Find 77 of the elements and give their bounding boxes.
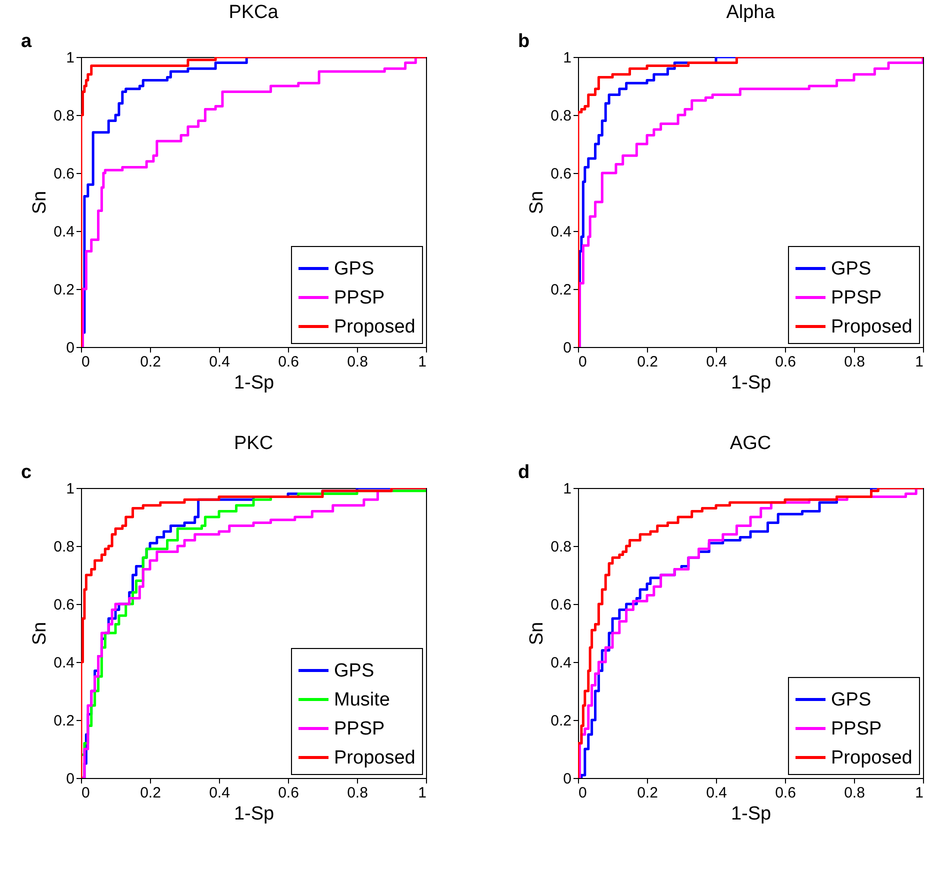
y-tick-label: 0 — [563, 340, 572, 356]
x-tick-label: 0.2 — [140, 354, 161, 370]
y-tick-label: 0.2 — [54, 712, 74, 730]
y-axis-title: Sn — [526, 190, 548, 214]
x-tick-label: 0 — [82, 784, 90, 802]
legend-label: Musite — [334, 690, 390, 710]
x-axis-title: 1-Sp — [234, 372, 274, 394]
x-tick-label: 0 — [578, 784, 587, 802]
x-tick-label: 0.6 — [278, 784, 299, 802]
y-tick-label: 0.2 — [550, 712, 572, 730]
y-tick-label: 0.6 — [54, 596, 74, 614]
legend-label: GPS — [334, 258, 374, 280]
y-tick-label: 0.8 — [550, 108, 572, 124]
x-tick-label: 0.4 — [209, 354, 230, 370]
y-axis-title: Sn — [30, 622, 51, 646]
x-tick-label: 0.6 — [775, 354, 796, 370]
x-tick-label: 0 — [578, 354, 587, 370]
chart-title: AGC — [730, 433, 772, 454]
y-tick-label: 1 — [66, 50, 74, 66]
legend-label: GPS — [831, 258, 872, 280]
y-tick-label: 0.6 — [550, 166, 572, 182]
legend-label: GPS — [334, 660, 374, 682]
text: a — [21, 31, 32, 52]
x-axis-title: 1-Sp — [234, 804, 274, 824]
y-tick-label: 0.8 — [54, 538, 74, 556]
y-tick-label: 0.4 — [550, 224, 572, 240]
y-tick-label: 1 — [563, 50, 572, 66]
x-axis-title: 1-Sp — [730, 804, 772, 824]
x-tick-label: 0.4 — [706, 354, 727, 370]
y-tick-label: 0.4 — [54, 654, 74, 672]
text: b — [518, 31, 530, 52]
y-tick-label: 0.6 — [54, 166, 74, 182]
y-tick-label: 1 — [66, 480, 74, 498]
y-tick-label: 1 — [563, 480, 572, 498]
legend-label: GPS — [831, 690, 872, 710]
chart-title: PKC — [234, 433, 274, 454]
x-tick-label: 0.6 — [775, 784, 796, 802]
x-tick-label: 0.8 — [347, 784, 368, 802]
x-tick-label: 0 — [82, 354, 90, 370]
x-tick-label: 0.2 — [637, 784, 658, 802]
legend-label: PPSP — [831, 288, 882, 308]
x-tick-label: 1 — [418, 354, 426, 370]
y-tick-label: 0.2 — [550, 282, 572, 298]
x-tick-label: 0.8 — [844, 354, 865, 370]
y-tick-label: 0 — [563, 770, 572, 788]
y-tick-label: 0.8 — [54, 108, 74, 124]
x-tick-label: 1 — [418, 784, 426, 802]
x-tick-label: 0.2 — [140, 784, 161, 802]
text: c — [21, 462, 32, 483]
y-axis-title: Sn — [526, 622, 548, 646]
text: d — [518, 462, 530, 483]
chart-title: PKCa — [228, 2, 279, 23]
x-tick-label: 0.4 — [706, 784, 727, 802]
x-tick-label: 0.4 — [209, 784, 230, 802]
y-tick-label: 0.6 — [550, 596, 572, 614]
x-axis-title: 1-Sp — [730, 372, 772, 394]
y-tick-label: 0.2 — [54, 282, 74, 298]
legend-label: Proposed — [334, 748, 416, 768]
y-tick-label: 0.4 — [54, 224, 74, 240]
x-tick-label: 0.6 — [278, 354, 299, 370]
y-tick-label: 0 — [66, 770, 74, 788]
legend-label: Proposed — [831, 316, 912, 338]
x-tick-label: 0.8 — [844, 784, 865, 802]
legend-label: Proposed — [831, 748, 912, 768]
legend-label: PPSP — [334, 718, 385, 740]
y-tick-label: 0 — [66, 340, 74, 356]
y-axis-title: Sn — [30, 190, 51, 214]
x-tick-label: 0.2 — [637, 354, 658, 370]
legend-label: PPSP — [334, 288, 385, 308]
x-tick-label: 1 — [915, 354, 924, 370]
x-tick-label: 0.8 — [347, 354, 368, 370]
y-tick-label: 0.8 — [550, 538, 572, 556]
y-tick-label: 0.4 — [550, 654, 572, 672]
x-tick-label: 1 — [915, 784, 924, 802]
legend-label: Proposed — [334, 316, 416, 338]
chart-title: Alpha — [726, 2, 776, 23]
legend-label: PPSP — [831, 718, 882, 740]
